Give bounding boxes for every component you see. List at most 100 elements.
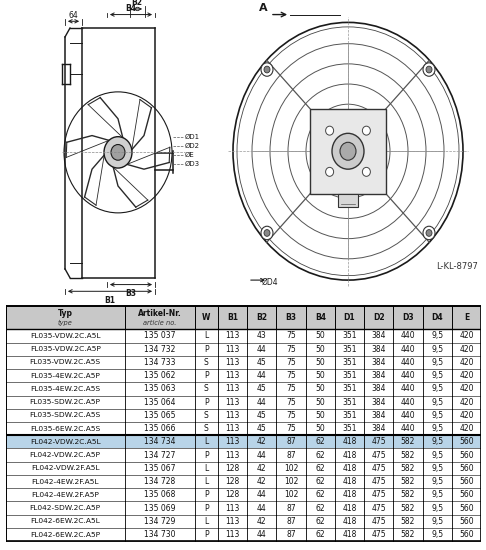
Text: ØD3: ØD3 (185, 161, 200, 167)
Text: FL035-SDW.2C.A5S: FL035-SDW.2C.A5S (30, 412, 101, 419)
Text: S: S (204, 424, 208, 433)
Bar (6, 528, 481, 541)
Text: 440: 440 (400, 345, 416, 354)
Circle shape (326, 126, 333, 135)
Text: 134 727: 134 727 (144, 450, 175, 460)
Bar (6, 435, 481, 448)
Text: 582: 582 (401, 437, 415, 447)
Text: 113: 113 (226, 371, 240, 380)
Text: FL035-VDW.2C.A5S: FL035-VDW.2C.A5S (30, 359, 101, 365)
Text: A: A (260, 3, 268, 13)
Text: 475: 475 (371, 437, 386, 447)
Text: 384: 384 (371, 358, 386, 367)
Text: S: S (204, 358, 208, 367)
Text: 418: 418 (342, 517, 357, 526)
Text: 45: 45 (257, 384, 267, 393)
Bar (6, 488, 481, 502)
Text: 440: 440 (400, 424, 416, 433)
Text: 50: 50 (315, 345, 325, 354)
Text: B2: B2 (256, 314, 267, 322)
Text: 45: 45 (257, 358, 267, 367)
Text: 582: 582 (401, 450, 415, 460)
Text: 134 733: 134 733 (144, 358, 175, 367)
Circle shape (423, 63, 435, 76)
Text: 44: 44 (257, 398, 267, 406)
Text: 351: 351 (342, 424, 357, 433)
Text: 418: 418 (342, 477, 357, 486)
Text: L-KL-8797: L-KL-8797 (436, 262, 478, 271)
Text: 420: 420 (459, 411, 474, 420)
Text: article no.: article no. (143, 320, 176, 326)
Text: B2: B2 (132, 0, 142, 7)
Bar (6, 448, 481, 462)
Text: 418: 418 (342, 464, 357, 473)
Text: 582: 582 (401, 464, 415, 473)
Text: 62: 62 (315, 504, 325, 513)
Text: FL035-VDW.2C.A5P: FL035-VDW.2C.A5P (30, 346, 101, 352)
Text: 44: 44 (257, 504, 267, 513)
Text: 9,5: 9,5 (431, 517, 443, 526)
Text: ØD4: ØD4 (262, 278, 278, 287)
Text: 113: 113 (226, 530, 240, 539)
Text: 75: 75 (286, 332, 296, 340)
Text: FL035-4EW.2C.A5P: FL035-4EW.2C.A5P (30, 373, 100, 378)
Text: 134 729: 134 729 (144, 517, 175, 526)
Text: 62: 62 (315, 464, 325, 473)
Circle shape (423, 226, 435, 240)
Text: Typ: Typ (58, 309, 73, 318)
Text: 113: 113 (226, 424, 240, 433)
Text: FL035-4EW.2C.A5S: FL035-4EW.2C.A5S (30, 386, 100, 392)
Bar (6, 502, 481, 515)
Text: 418: 418 (342, 491, 357, 499)
Text: 42: 42 (257, 437, 267, 447)
Text: FL042-VDW.2C.A5P: FL042-VDW.2C.A5P (30, 452, 101, 458)
Text: FL042-4EW.2F.A5L: FL042-4EW.2F.A5L (32, 478, 99, 485)
Text: E: E (464, 314, 469, 322)
Text: 44: 44 (257, 530, 267, 539)
Text: S: S (204, 384, 208, 393)
Text: 50: 50 (315, 424, 325, 433)
Text: 351: 351 (342, 332, 357, 340)
Text: 62: 62 (315, 477, 325, 486)
Text: 9,5: 9,5 (431, 384, 443, 393)
Text: 87: 87 (286, 437, 296, 447)
Circle shape (332, 133, 364, 169)
Text: B1: B1 (227, 314, 238, 322)
Text: 87: 87 (286, 517, 296, 526)
Text: 475: 475 (371, 504, 386, 513)
Text: B3: B3 (285, 314, 296, 322)
Text: 9,5: 9,5 (431, 332, 443, 340)
Text: type: type (58, 320, 73, 326)
Text: 113: 113 (226, 398, 240, 406)
Text: 582: 582 (401, 491, 415, 499)
Text: 560: 560 (459, 450, 474, 460)
Text: 44: 44 (257, 371, 267, 380)
Text: 560: 560 (459, 504, 474, 513)
Text: 45: 45 (257, 411, 267, 420)
Circle shape (426, 229, 432, 236)
Text: 135 064: 135 064 (144, 398, 175, 406)
Text: 475: 475 (371, 517, 386, 526)
Text: 134 730: 134 730 (144, 530, 175, 539)
Text: 62: 62 (315, 450, 325, 460)
Text: 384: 384 (371, 371, 386, 380)
Text: 475: 475 (371, 477, 386, 486)
Text: S: S (204, 411, 208, 420)
Text: 351: 351 (342, 345, 357, 354)
Text: 9,5: 9,5 (431, 491, 443, 499)
Text: 42: 42 (257, 517, 267, 526)
Text: 582: 582 (401, 477, 415, 486)
Text: 113: 113 (226, 504, 240, 513)
Text: FL042-VDW.2C.A5L: FL042-VDW.2C.A5L (30, 439, 101, 445)
Text: P: P (204, 371, 208, 380)
Text: 418: 418 (342, 450, 357, 460)
Text: 75: 75 (286, 411, 296, 420)
Text: B1: B1 (104, 296, 116, 305)
Text: 9,5: 9,5 (431, 464, 443, 473)
Text: ØE: ØE (185, 152, 195, 158)
Text: 45: 45 (257, 424, 267, 433)
Text: 102: 102 (284, 464, 298, 473)
Text: L: L (204, 477, 208, 486)
Text: 87: 87 (286, 504, 296, 513)
Text: D1: D1 (344, 314, 355, 322)
